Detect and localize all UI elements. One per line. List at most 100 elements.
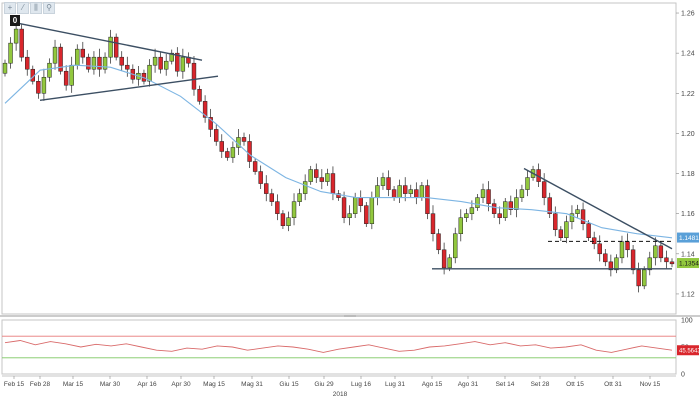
x-tick-label: Nov 15 — [640, 381, 661, 388]
candle-body — [625, 241, 630, 251]
candle-body — [308, 169, 313, 182]
last-close-box — [677, 258, 699, 269]
candle-body — [647, 257, 652, 271]
candle-body — [541, 181, 547, 198]
candle-body — [642, 269, 647, 287]
candle-body — [152, 56, 158, 66]
y-tick-label: 1.24 — [681, 51, 695, 58]
candle-body — [180, 56, 186, 72]
candle-body — [91, 56, 97, 70]
candle-body — [636, 269, 641, 287]
candle-body — [241, 137, 247, 142]
y-tick-label: 1.18 — [681, 171, 695, 178]
x-tick-label: Mar 15 — [63, 381, 84, 388]
candle-body — [508, 201, 514, 210]
candle-body — [175, 52, 180, 72]
pencil-icon[interactable]: ⁄ — [17, 2, 29, 14]
candle-body — [336, 193, 341, 198]
x-tick-label: Apr 30 — [171, 381, 191, 388]
candle-body — [469, 207, 475, 214]
candle-body — [525, 177, 530, 190]
candle-body — [447, 257, 452, 269]
candle-body — [291, 201, 297, 218]
price-plot-frame — [1, 2, 677, 315]
candle-body — [669, 261, 675, 265]
candle-body — [69, 64, 74, 86]
x-tick-label: Lug 31 — [385, 381, 405, 388]
x-tick-label: Apr 16 — [137, 381, 157, 388]
candle-body — [58, 46, 63, 72]
candle-body — [380, 177, 386, 186]
candle-body — [13, 28, 19, 44]
y-tick-label: 1.16 — [681, 211, 695, 218]
candle-body — [558, 229, 564, 239]
candle-body — [408, 189, 413, 194]
candle-body — [330, 173, 336, 194]
last-price-box — [677, 232, 699, 243]
candle-body — [264, 183, 269, 194]
candle-body — [436, 233, 441, 251]
candle-body — [464, 213, 469, 218]
rsi-value-label: 45.5643 — [679, 349, 700, 355]
candle-body — [352, 197, 358, 214]
candle-body — [97, 56, 102, 70]
x-tick-label: Ago 31 — [458, 381, 479, 388]
candle-body — [403, 185, 408, 194]
counter-badge: 0 — [10, 15, 20, 26]
candle-body — [19, 28, 24, 58]
x-tick-label: Ott 15 — [566, 381, 584, 388]
x-tick-label: Mag 15 — [203, 381, 225, 388]
candle-body — [230, 147, 236, 158]
candle-body — [119, 56, 124, 66]
candle-body — [280, 213, 286, 226]
candle-body — [564, 221, 569, 239]
rsi-tick-label: 0 — [681, 372, 685, 379]
last-close-label: 1.1354 — [679, 261, 699, 268]
year-label: 2018 — [333, 391, 348, 398]
last-price-label: 1.1481 — [679, 235, 699, 242]
y-tick-label: 1.22 — [681, 91, 695, 98]
candle-body — [580, 209, 586, 224]
candle-body — [630, 249, 636, 271]
candle-body — [252, 161, 258, 172]
candle-body — [41, 76, 47, 94]
magnifier-icon[interactable]: ⚲ — [43, 2, 55, 14]
candle-body — [75, 48, 80, 66]
plus-icon[interactable]: + — [4, 2, 16, 14]
candle-body — [341, 197, 347, 218]
candle-body — [386, 177, 391, 190]
x-tick-label: Ott 31 — [604, 381, 622, 388]
x-tick-label: Ago 15 — [422, 381, 443, 388]
candle-body — [364, 205, 369, 224]
candle-body — [158, 56, 163, 70]
y-tick-label: 1.14 — [681, 251, 695, 258]
y-tick-label: 1.26 — [681, 11, 695, 18]
x-tick-label: Lug 16 — [351, 381, 371, 388]
candle-body — [664, 257, 669, 263]
candle-body — [197, 89, 202, 102]
x-tick-label: Mar 30 — [100, 381, 121, 388]
candle-body — [113, 36, 119, 58]
candle-body — [453, 233, 458, 259]
rsi-tick-label: 100 — [681, 318, 693, 325]
candle-body — [163, 60, 169, 70]
candle-body — [208, 117, 213, 130]
x-tick-label: Feb 15 — [4, 381, 25, 388]
candle-body — [486, 189, 491, 204]
candle-body — [8, 42, 13, 64]
candle-body — [491, 203, 497, 214]
candle-body — [225, 151, 230, 158]
bar-chart-icon[interactable]: ⫼ — [30, 2, 42, 14]
candle-body — [297, 193, 302, 202]
candle-body — [503, 201, 508, 218]
x-tick-label: Giu 15 — [279, 381, 299, 388]
candle-body — [102, 56, 108, 70]
candle-body — [108, 36, 113, 58]
x-tick-label: Giu 29 — [314, 381, 334, 388]
x-tick-label: Set 28 — [531, 381, 550, 388]
candle-body — [414, 189, 419, 198]
candle-body — [169, 52, 174, 62]
candle-body — [202, 101, 208, 118]
x-tick-label: Set 14 — [496, 381, 515, 388]
